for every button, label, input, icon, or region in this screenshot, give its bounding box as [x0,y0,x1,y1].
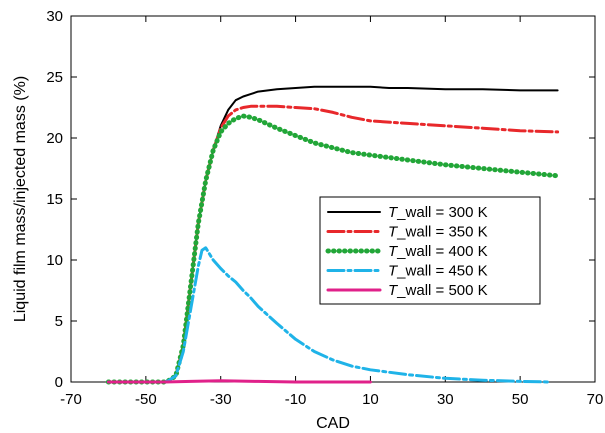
x-tick-label: 10 [362,391,379,408]
y-tick-label: 30 [46,8,63,25]
x-tick-label: -70 [60,391,82,408]
series-line-5 [106,379,372,384]
x-tick-label: 30 [437,391,454,408]
legend-label-text: _wall = 500 K [396,282,487,299]
legend-label-2: T_wall = 350 K [388,224,488,241]
axis-ticks: -70 -50 -30 -10 10 30 50 70 0 5 10 15 20 25 30 [46,8,603,408]
y-tick-label: 25 [46,69,63,86]
x-tick-label: 50 [512,391,529,408]
y-tick-label: 5 [55,313,63,330]
legend-label-5: T_wall = 500 K [388,282,488,299]
y-tick-label: 10 [46,252,63,269]
legend-label-text: _wall = 350 K [396,224,487,241]
legend-label-4: T_wall = 450 K [388,263,488,280]
x-tick-label: -10 [285,391,307,408]
series-line-4 [106,246,552,384]
legend-label-text: _wall = 450 K [396,263,487,280]
y-tick-label: 15 [46,191,63,208]
legend-label-symbol: T [388,263,399,280]
y-tick-label: 20 [46,130,63,147]
y-tick-label: 0 [55,374,63,391]
x-tick-label: -30 [210,391,232,408]
legend-label-symbol: T [388,282,399,299]
x-tick-label: -50 [135,391,157,408]
legend-label-symbol: T [388,224,399,241]
legend-label-text: _wall = 300 K [396,204,487,221]
legend: T_wall = 300 KT_wall = 350 KT_wall = 400… [319,196,541,305]
legend-label-symbol: T [388,243,399,260]
legend-label-1: T_wall = 300 K [388,204,488,221]
y-axis-title: Liquid film mass/injected mass (%) [12,76,29,322]
legend-label-symbol: T [388,204,399,221]
x-axis-title: CAD [316,415,350,432]
series-line-3 [105,113,561,385]
legend-label-text: _wall = 400 K [396,243,487,260]
series-lines [105,85,561,385]
x-tick-label: 70 [587,391,604,408]
legend-label-3: T_wall = 400 K [388,243,488,260]
